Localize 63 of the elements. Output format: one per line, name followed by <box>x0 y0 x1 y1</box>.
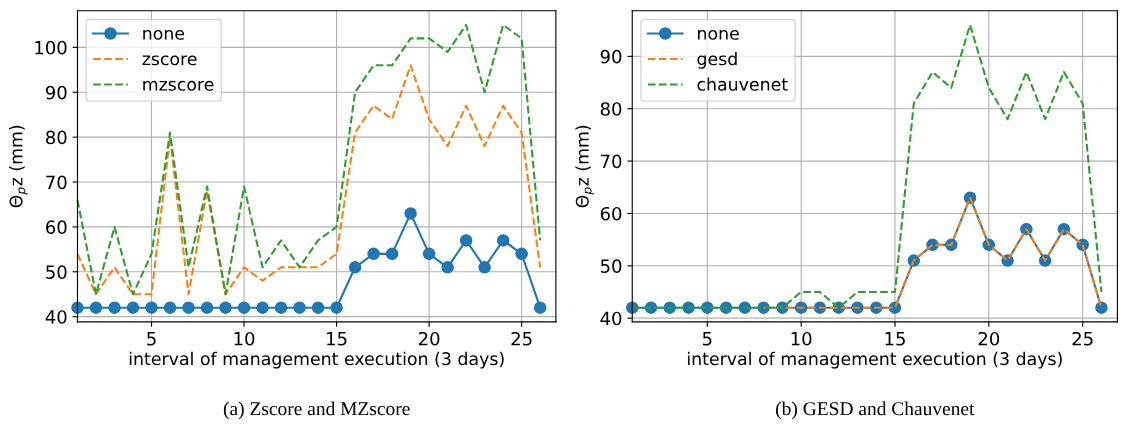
point <box>256 301 269 314</box>
point <box>330 301 343 314</box>
point <box>404 207 417 220</box>
x-axis-title: interval of management execution (3 days) <box>129 351 504 369</box>
y-tick-label: 90 <box>600 49 622 64</box>
x-tick-label: 5 <box>702 332 712 346</box>
y-tick-label: 80 <box>600 102 622 116</box>
y-tick-label: 40 <box>600 311 622 326</box>
point <box>108 301 121 314</box>
legend-label: zscore <box>142 55 197 66</box>
point <box>515 247 528 261</box>
y-axis-title: Θ$_{p}$z (mm) <box>9 125 28 208</box>
point <box>237 301 251 314</box>
point <box>533 301 547 314</box>
x-tick-label: 5 <box>147 332 156 346</box>
x-tick-label: 10 <box>791 331 812 346</box>
legend-label: none <box>143 29 185 40</box>
point <box>89 301 103 314</box>
point <box>385 247 399 261</box>
legend-label: chauvenet <box>697 77 788 91</box>
point <box>274 301 288 314</box>
y-tick-label: 70 <box>46 175 67 190</box>
legend-label: mzscore <box>143 80 214 91</box>
y-tick-label: 40 <box>45 310 67 324</box>
y-tick-label: 70 <box>601 154 622 169</box>
point <box>163 301 177 314</box>
x-tick-label: 25 <box>511 331 532 346</box>
x-tick-label: 10 <box>234 331 255 346</box>
x-tick-label: 15 <box>327 332 347 346</box>
point <box>200 301 214 314</box>
y-tick-label: 60 <box>46 220 67 235</box>
line-series <box>76 23 542 296</box>
point <box>441 261 454 274</box>
legend-label: none <box>698 29 739 40</box>
point <box>126 301 140 314</box>
x-tick-label: 15 <box>885 332 905 346</box>
line-series <box>76 64 542 296</box>
y-tick-label: 100 <box>35 40 67 55</box>
y-tick-label: 60 <box>600 206 622 221</box>
point <box>348 261 362 274</box>
point <box>422 247 436 261</box>
point <box>219 301 232 314</box>
x-tick-label: 25 <box>1072 331 1093 346</box>
point <box>1095 301 1108 314</box>
point <box>496 234 510 247</box>
y-tick-label: 80 <box>46 130 67 145</box>
y-tick-label: 50 <box>46 265 67 279</box>
x-axis-title: interval of management execution (3 days) <box>687 351 1062 369</box>
y-axis-title: Θ$_{p}$z (mm) <box>575 125 594 208</box>
point <box>478 261 491 274</box>
point <box>293 301 306 314</box>
point <box>459 234 473 247</box>
text: (b) GESD and Chauvenet <box>776 401 975 420</box>
point <box>367 247 380 261</box>
x-tick-label: 20 <box>418 331 440 346</box>
legend-label: gesd <box>697 51 737 69</box>
y-tick-label: 50 <box>600 259 622 273</box>
x-tick-label: 20 <box>978 331 1000 346</box>
text: (a) Zscore and MZscore <box>223 401 410 420</box>
y-tick-label: 90 <box>45 85 67 100</box>
point <box>145 301 158 314</box>
point <box>311 301 325 314</box>
point <box>182 301 195 314</box>
